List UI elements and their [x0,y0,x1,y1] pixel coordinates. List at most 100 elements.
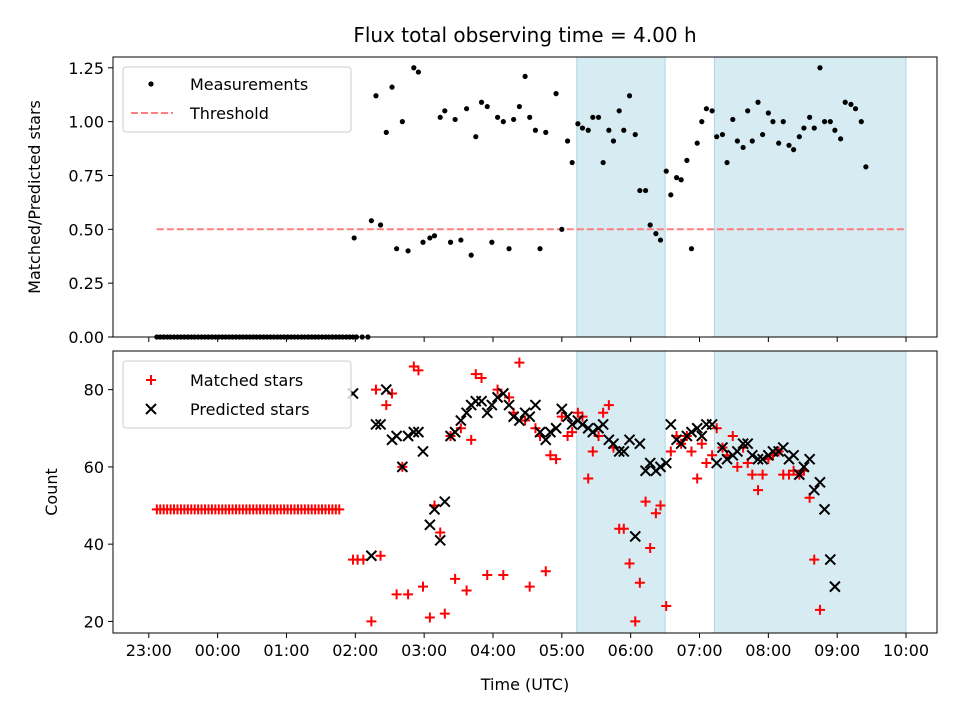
predicted-star-point [507,410,520,423]
measurements-series [154,65,869,340]
predicted-star-point [424,519,436,531]
predicted-star-point [639,465,652,477]
measurement-point [527,114,533,120]
matched-star-point [482,570,493,581]
measurement-point [776,140,782,146]
predicted-star-point [566,418,578,431]
measurement-point [863,164,869,170]
matched-star-point [701,458,712,469]
shaded-interval-2 [714,57,907,337]
predicted-star-point [618,445,630,458]
matched-star-point [492,384,503,395]
measurement-point [579,125,586,131]
measurement-point [838,136,844,142]
predicted-star-point [460,407,473,419]
measurement-point [610,138,617,144]
measurement-point [575,121,581,127]
bottom-x-ticks: 23:00 00:00 01:00 02:00 03:00 04:00 05:00 06:00… [126,633,929,660]
measurement-point [447,239,454,245]
y-tick-label: 80 [84,381,104,400]
top-axes-frame [112,56,938,338]
predicted-star-point [513,414,526,427]
measurement-point [632,131,638,138]
measurement-point [373,93,379,99]
predicted-star-point [390,430,403,442]
bottom-panel: 20 40 60 80 23:00 00:00 01:00 02:00 03:00 04:00 0… [42,350,938,694]
measurement-point [464,106,470,112]
measurement-point [543,129,549,135]
y-tick-label: 60 [84,458,104,477]
measurement-point [368,218,374,224]
measurement-point [394,246,400,252]
measurement-point [699,119,705,125]
predicted-star-point [534,426,546,438]
predicted-star-point [412,426,425,438]
matched-stars-series [151,357,825,627]
predicted-star-point [374,418,387,431]
top-legend: Measurements Threshold [122,66,352,133]
predicted-star-point [449,426,461,438]
shaded-interval-1 [576,351,666,633]
shaded-interval-2 [714,351,907,633]
top-panel: 0.00 0.25 0.50 0.75 1.00 1.25 Matched/Predict… [25,56,938,347]
predicted-star-point [623,434,636,446]
measurement-point [458,237,464,243]
predicted-star-point [587,426,599,438]
predicted-star-point [660,457,672,469]
measurement-point [755,99,761,105]
measurement-point [673,175,680,181]
matched-star-point [387,388,398,399]
x-axis-label: Time (UTC) [480,675,569,694]
predicted-star-point [798,461,810,473]
matched-star-point [435,527,446,538]
x-tick-label: 07:00 [676,641,722,660]
matched-star-point [640,496,651,507]
matched-star-point [618,523,629,534]
matched-star-point [439,608,450,619]
top-y-ticks: 0.00 0.25 0.50 0.75 1.00 1.25 [68,59,113,347]
matched-star-point [634,577,645,588]
predicted-star-point [396,461,409,473]
matched-star-point [665,446,676,457]
measurement-point [415,69,422,75]
legend-box [122,66,352,133]
top-shaded-intervals [576,57,907,337]
measurement-point [709,108,715,114]
predicted-star-point [561,410,574,423]
predicted-star-point [814,476,826,489]
matched-star-point [567,427,578,438]
matched-star-point [455,423,466,434]
y-tick-label: 0.75 [68,166,104,185]
legend-plus-icon [146,375,156,385]
measurement-point [437,114,443,120]
measurement-point [484,103,490,110]
measurement-point [511,116,517,123]
measurement-point [730,116,736,123]
measurement-point [564,138,571,144]
matched-star-point [514,357,525,368]
measurement-point [719,131,726,138]
predicted-star-point [439,495,451,508]
matched-star-point [587,446,598,457]
matched-star-point [645,543,656,554]
y-tick-label: 20 [84,612,104,631]
predicted-star-point [803,453,816,465]
matched-star-point [466,434,477,445]
predicted-star-point [365,550,378,562]
measurement-point [616,108,622,114]
measurement-point [621,127,627,133]
predicted-star-point [455,414,467,427]
matched-star-point [418,581,429,592]
predicted-star-point [691,422,703,434]
matched-star-point [655,500,666,511]
predicted-star-point [597,418,609,431]
measurement-point [420,239,426,245]
shaded-interval-1 [576,57,666,337]
y-tick-label: 0.00 [68,328,104,347]
predicted-star-point [665,418,677,431]
predicted-star-point [752,453,764,465]
matched-star-point [551,454,562,465]
x-tick-label: 09:00 [814,641,860,660]
measurement-point [600,159,606,166]
